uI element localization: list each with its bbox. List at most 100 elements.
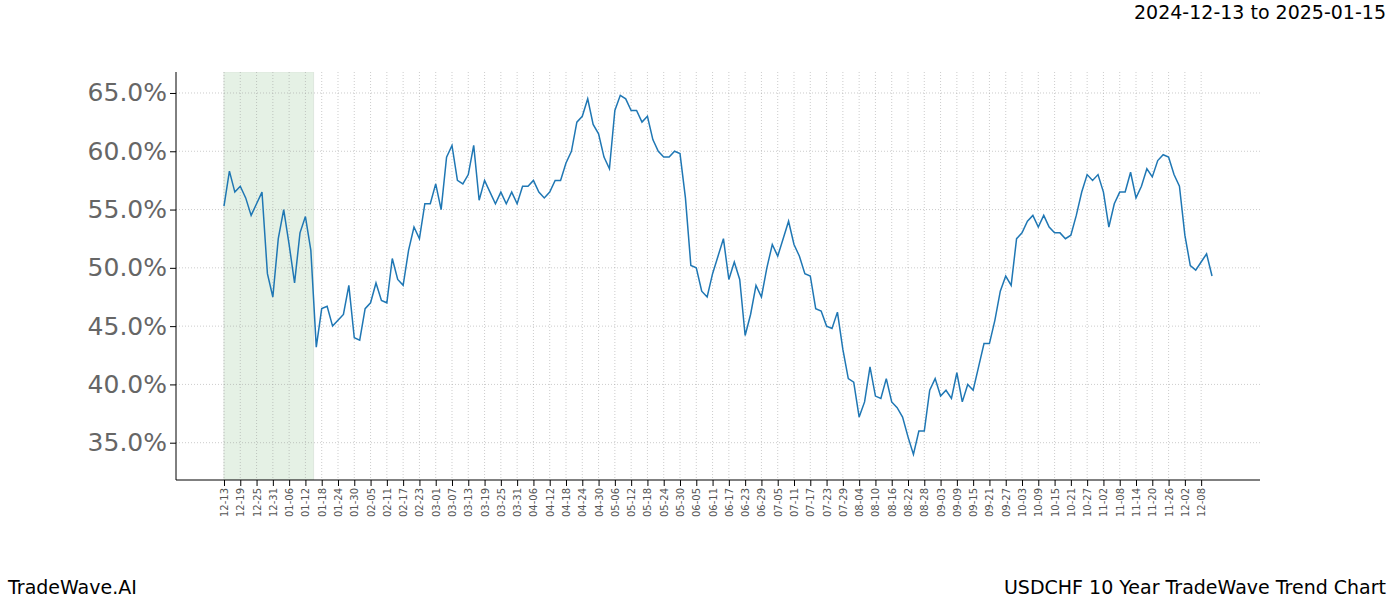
x-tick: 03-31 — [512, 480, 523, 517]
x-tick-label: 08-16 — [887, 488, 898, 517]
x-tick-label: 03-01 — [431, 488, 442, 517]
x-tick-label: 09-09 — [952, 488, 963, 517]
x-tick: 06-11 — [708, 480, 719, 517]
x-tick-mark — [778, 480, 779, 486]
x-tick: 06-05 — [691, 480, 702, 517]
x-tick-label: 03-31 — [512, 488, 523, 517]
x-tick: 06-23 — [740, 480, 751, 517]
y-tick-label: 40.0% — [88, 370, 167, 399]
grid-line-x — [321, 72, 322, 480]
x-tick-label: 09-03 — [936, 488, 947, 517]
grid-line-x — [1201, 72, 1202, 480]
grid-line-x — [419, 72, 420, 480]
grid-line-x — [647, 72, 648, 480]
x-tick-mark — [1038, 480, 1039, 486]
shaded-group — [224, 72, 314, 480]
grid-line-x — [614, 72, 615, 480]
x-tick-mark — [761, 480, 762, 486]
y-tick: 50.0% — [88, 253, 176, 282]
x-tick-mark — [827, 480, 828, 486]
x-tick-label: 11-08 — [1115, 488, 1126, 517]
x-tick-label: 04-18 — [561, 488, 572, 517]
x-tick-label: 10-15 — [1050, 488, 1061, 517]
x-tick: 07-29 — [838, 480, 849, 517]
x-tick-label: 11-20 — [1147, 488, 1158, 517]
x-tick-label: 03-07 — [447, 488, 458, 517]
grid-line-x — [533, 72, 534, 480]
grid-line-x — [989, 72, 990, 480]
x-tick-mark — [924, 480, 925, 486]
x-tick-label: 07-29 — [838, 488, 849, 517]
x-tick-label: 06-05 — [691, 488, 702, 517]
x-tick: 01-12 — [300, 480, 311, 517]
grid-line-x — [1103, 72, 1104, 480]
x-tick-mark — [485, 480, 486, 486]
x-tick-mark — [1071, 480, 1072, 486]
grid-line-x — [240, 72, 241, 480]
grid-line-y — [176, 442, 1260, 443]
x-tick-label: 11-02 — [1098, 488, 1109, 517]
grid-line-x — [1152, 72, 1153, 480]
x-tick-mark — [1120, 480, 1121, 486]
x-tick-mark — [892, 480, 893, 486]
x-tick-mark — [1006, 480, 1007, 486]
x-tick: 12-13 — [219, 480, 230, 517]
x-tick-mark — [419, 480, 420, 486]
x-tick-mark — [1169, 480, 1170, 486]
x-tick: 12-08 — [1196, 480, 1207, 517]
x-tick: 02-11 — [382, 480, 393, 517]
x-tick-mark — [1152, 480, 1153, 486]
x-tick: 09-15 — [968, 480, 979, 517]
x-tick-mark — [305, 480, 306, 486]
y-tick-label: 50.0% — [88, 253, 167, 282]
grid-line-x — [403, 72, 404, 480]
x-tick: 05-24 — [659, 480, 670, 517]
grid-line-x — [745, 72, 746, 480]
x-tick-mark — [843, 480, 844, 486]
y-tick-mark — [170, 93, 176, 94]
x-tick: 07-05 — [773, 480, 784, 517]
x-tick-label: 01-12 — [300, 488, 311, 517]
x-tick-mark — [973, 480, 974, 486]
x-tick-mark — [501, 480, 502, 486]
x-tick-label: 05-30 — [675, 488, 686, 517]
grid-line-x — [500, 72, 501, 480]
grid-line-y — [176, 209, 1260, 210]
x-tick-label: 04-24 — [577, 488, 588, 517]
grid-line-x — [305, 72, 306, 480]
title: USDCHF 10 Year TradeWave Trend Chart — [1004, 576, 1386, 598]
x-tick-label: 11-14 — [1131, 488, 1142, 517]
y-tick: 35.0% — [88, 428, 176, 457]
grid-line-x — [272, 72, 273, 480]
grid-line-x — [1184, 72, 1185, 480]
x-tick: 01-30 — [349, 480, 360, 517]
grid-line-x — [565, 72, 566, 480]
x-tick: 07-23 — [822, 480, 833, 517]
x-tick-mark — [729, 480, 730, 486]
grid-line-x — [908, 72, 909, 480]
x-tick-mark — [517, 480, 518, 486]
x-tick-label: 12-02 — [1180, 488, 1191, 517]
x-tick-mark — [240, 480, 241, 486]
line-group — [224, 95, 1212, 454]
x-tick: 04-06 — [528, 480, 539, 517]
x-tick-label: 02-17 — [398, 488, 409, 517]
grid-line-x — [1054, 72, 1055, 480]
grid-line-x — [256, 72, 257, 480]
x-tick-mark — [941, 480, 942, 486]
x-tick-label: 05-24 — [659, 488, 670, 517]
grid-line-x — [223, 72, 224, 480]
x-tick-label: 11-26 — [1164, 488, 1175, 517]
x-tick-mark — [680, 480, 681, 486]
x-tick-label: 02-11 — [382, 488, 393, 517]
x-tick-label: 07-23 — [822, 488, 833, 517]
grid-line-x — [468, 72, 469, 480]
grid-line-x — [679, 72, 680, 480]
grid-line-x — [354, 72, 355, 480]
x-tick-label: 05-12 — [626, 488, 637, 517]
y-tick-mark — [170, 268, 176, 269]
x-tick-mark — [599, 480, 600, 486]
grid — [176, 72, 1260, 480]
grid-line-x — [891, 72, 892, 480]
grid-line-x — [370, 72, 371, 480]
